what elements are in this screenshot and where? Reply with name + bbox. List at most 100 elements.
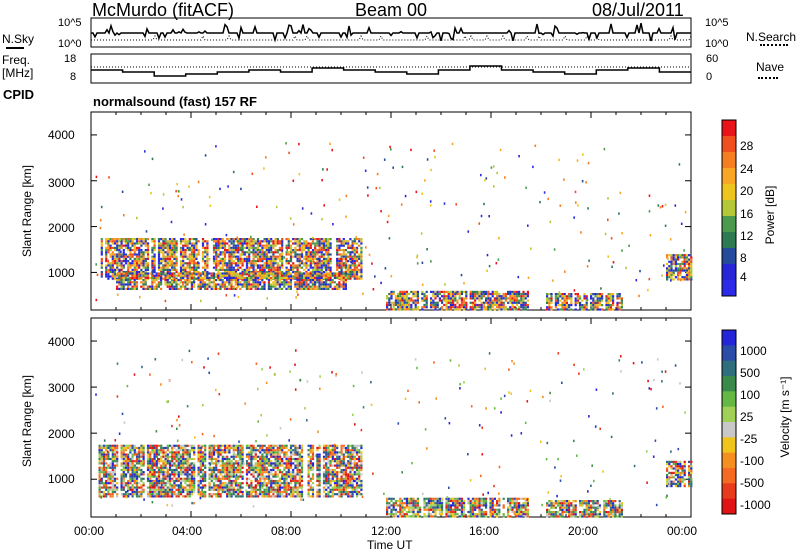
power-cell — [338, 281, 341, 284]
power-cell — [685, 260, 688, 263]
power-cell — [685, 267, 688, 270]
velocity-cell — [250, 449, 253, 452]
power-cell — [144, 150, 146, 153]
power-cell — [138, 253, 141, 256]
power-cell — [500, 308, 503, 311]
velocity-cell — [188, 477, 191, 480]
power-cell — [592, 301, 595, 304]
velocity-cell — [122, 471, 125, 474]
power-cell — [142, 271, 145, 274]
power-cell — [353, 253, 356, 256]
power-cell — [354, 247, 357, 251]
power-cell — [296, 274, 299, 277]
power-cell — [316, 279, 319, 282]
power-cell — [287, 271, 290, 274]
power-cell — [316, 251, 319, 254]
power-cell — [403, 295, 406, 298]
power-cell — [307, 285, 310, 288]
velocity-cell — [228, 495, 231, 498]
power-cell — [305, 279, 308, 282]
power-cell — [430, 299, 433, 302]
velocity-cell — [124, 453, 128, 456]
power-cell — [447, 306, 450, 309]
power-cell — [471, 301, 474, 304]
velocity-cell — [107, 475, 110, 478]
power-cell — [327, 266, 330, 269]
velocity-cell — [105, 493, 108, 496]
date-title: 08/Jul/2011 — [592, 0, 684, 20]
velocity-cell — [164, 477, 167, 480]
power-cell — [116, 264, 119, 267]
power-cell — [353, 249, 356, 252]
velocity-cell — [193, 479, 196, 483]
power-cell — [285, 238, 288, 241]
power-cell — [336, 246, 339, 249]
velocity-cell — [155, 488, 158, 491]
velocity-cell — [208, 477, 211, 480]
power-cell — [144, 260, 147, 263]
power-cell — [590, 301, 593, 304]
power-cell — [212, 238, 216, 241]
power-cell — [105, 249, 108, 252]
velocity-cell — [124, 462, 128, 465]
velocity-cell — [190, 471, 194, 474]
x-axis-label: Time UT — [367, 538, 413, 552]
velocity-cell — [259, 486, 262, 489]
power-cell — [320, 249, 323, 252]
power-cell — [674, 256, 677, 259]
velocity-cell — [120, 455, 123, 458]
power-cell — [151, 287, 154, 290]
power-cell — [336, 238, 339, 241]
power-cell — [190, 281, 193, 284]
power-cell — [314, 276, 317, 279]
power-cell — [394, 297, 397, 300]
power-cell — [144, 276, 147, 279]
power-cell — [122, 249, 125, 252]
velocity-cell — [217, 495, 220, 498]
power-cell — [318, 249, 321, 252]
velocity-cell — [146, 453, 150, 456]
velocity-cell — [234, 490, 238, 494]
velocity-cell — [223, 464, 227, 467]
power-cell — [287, 242, 290, 245]
power-cell — [144, 281, 147, 284]
velocity-cell — [113, 468, 117, 472]
power-cell — [458, 303, 461, 307]
power-cell — [455, 203, 457, 206]
power-cell — [153, 262, 156, 265]
velocity-cell — [239, 471, 242, 474]
power-cell — [281, 271, 284, 274]
power-cell — [520, 299, 523, 302]
power-cell — [157, 283, 160, 286]
power-cell — [518, 292, 521, 296]
power-cell — [199, 279, 202, 282]
velocity-cell — [122, 475, 125, 478]
velocity-cell — [241, 455, 244, 458]
power-cell — [581, 306, 584, 309]
power-cell — [219, 257, 222, 260]
power-cell — [228, 268, 231, 271]
power-cell — [414, 308, 417, 311]
power-cell — [443, 295, 446, 298]
power-cell — [425, 306, 428, 309]
power-cell — [557, 297, 560, 300]
power-cell — [142, 260, 145, 263]
power-cell — [248, 273, 251, 276]
velocity-cell — [228, 444, 231, 447]
power-cell — [333, 281, 336, 284]
velocity-cell — [245, 446, 249, 450]
velocity-cell — [131, 462, 134, 465]
power-cell — [612, 297, 615, 300]
power-cell — [212, 272, 215, 275]
velocity-cell — [250, 451, 253, 454]
power-cell — [223, 276, 226, 279]
power-cell — [276, 255, 279, 258]
velocity-cell — [212, 471, 216, 474]
velocity-cell — [127, 466, 130, 469]
power-cell — [307, 249, 310, 252]
power-cell — [281, 283, 284, 286]
power-cell — [278, 268, 282, 271]
velocity-cell — [259, 477, 262, 480]
power-cell — [201, 281, 204, 284]
power-cell — [478, 222, 481, 225]
